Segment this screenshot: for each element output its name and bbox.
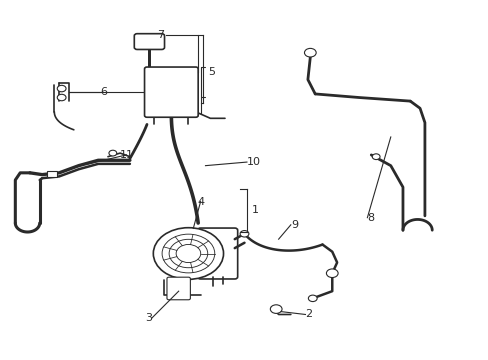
Text: 10: 10 (246, 157, 261, 167)
Circle shape (57, 94, 66, 101)
Circle shape (371, 154, 379, 159)
Text: 3: 3 (144, 313, 152, 323)
FancyBboxPatch shape (134, 34, 164, 49)
FancyBboxPatch shape (197, 228, 237, 279)
Circle shape (57, 85, 66, 92)
Circle shape (109, 150, 117, 156)
Circle shape (304, 48, 316, 57)
Text: 5: 5 (207, 67, 215, 77)
Circle shape (308, 295, 317, 302)
Text: 9: 9 (290, 220, 297, 230)
Text: 8: 8 (366, 213, 374, 222)
Text: 6: 6 (101, 87, 107, 97)
FancyBboxPatch shape (166, 277, 190, 300)
Circle shape (270, 305, 282, 314)
Text: 2: 2 (305, 310, 312, 319)
Circle shape (153, 228, 223, 279)
Bar (47, 171, 57, 177)
Text: 11: 11 (119, 150, 133, 160)
Text: 1: 1 (251, 206, 258, 216)
Text: 4: 4 (197, 197, 204, 207)
Circle shape (326, 269, 337, 278)
Text: 7: 7 (157, 30, 163, 40)
FancyBboxPatch shape (144, 67, 198, 117)
Circle shape (240, 230, 248, 237)
